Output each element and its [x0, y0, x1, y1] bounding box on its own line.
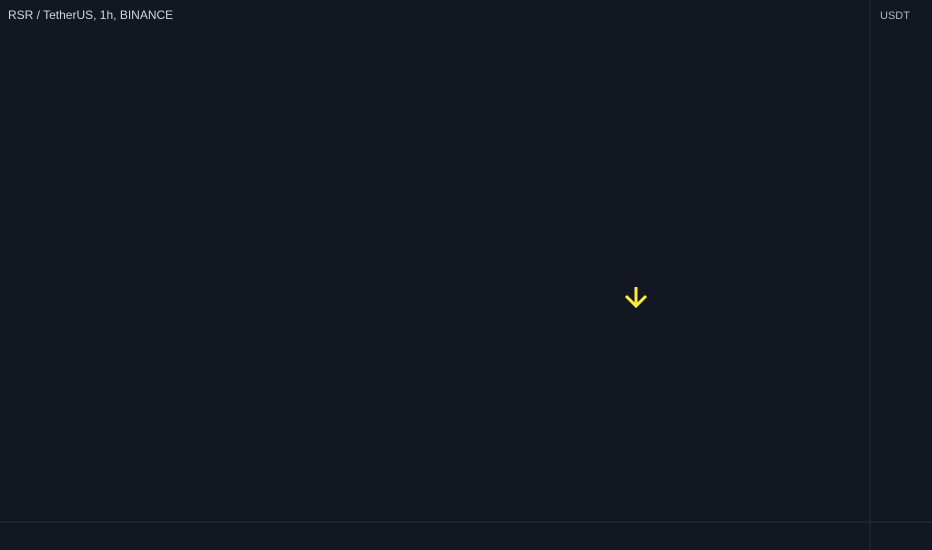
down-arrow — [624, 287, 648, 309]
currency: USDT — [880, 10, 910, 22]
chart-title: RSR / TetherUS, 1h, BINANCE — [8, 8, 173, 22]
